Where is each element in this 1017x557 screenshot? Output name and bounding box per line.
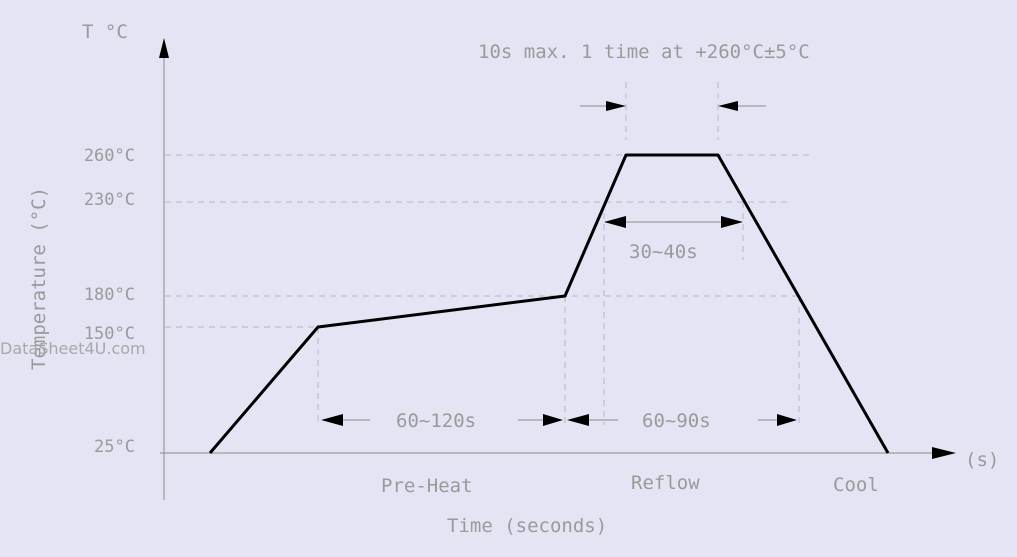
tick-25: 25°C [94,437,135,457]
reflow-right-arrowhead [777,414,797,426]
peak-note: 10s max. 1 time at +260°C±5°C [478,41,810,63]
tick-180: 180°C [84,285,135,305]
y-axis-label: Temperature (°C) [28,187,50,370]
tick-150: 150°C [84,324,135,344]
x-axis-arrowhead [932,447,956,459]
x-axis-unit: (s) [965,449,999,471]
watermark: DataSheet4U.com [0,339,146,358]
preheat-right-arrowhead [543,414,563,426]
reflow-left-arrowhead [567,414,589,426]
preheat-duration-label: 60~120s [396,410,476,432]
y-axis-arrowhead [159,38,169,58]
preheat-left-arrowhead [321,414,343,426]
above230-left-arrowhead [604,216,626,228]
tick-230: 230°C [84,190,135,210]
tick-260: 260°C [84,146,135,166]
reflow-duration-label: 60~90s [642,410,711,432]
peak-right-arrowhead [718,101,738,111]
peak-left-arrowhead [606,101,626,111]
above230-label: 30~40s [629,241,698,263]
phase-cool: Cool [833,474,879,496]
phase-preheat: Pre-Heat [381,475,473,497]
phase-reflow: Reflow [631,472,700,494]
above230-right-arrowhead [721,216,743,228]
y-axis-unit: T °C [82,21,128,43]
temperature-profile-curve [208,153,890,454]
x-axis-label: Time (seconds) [447,515,607,537]
